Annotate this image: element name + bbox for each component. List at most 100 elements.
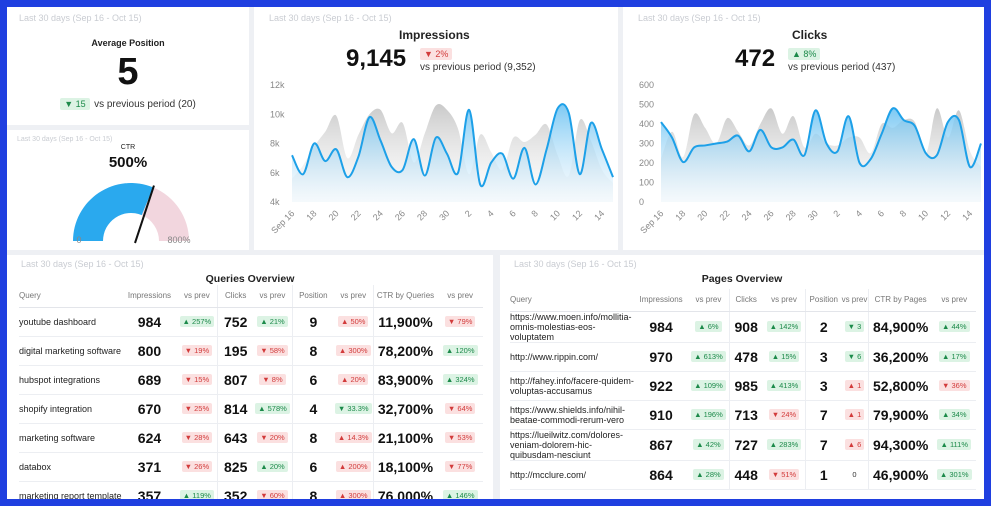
column-header[interactable]: vs prev	[176, 285, 218, 308]
clicks-delta-cell: ▼ 8%	[253, 365, 293, 395]
row-label: marketing software	[19, 423, 123, 453]
table-row[interactable]: hubspot integrations 689 ▼ 15% 807 ▼ 8% 6 ▲ 20…	[19, 365, 483, 395]
position-delta-cell: ▲ 1	[841, 400, 869, 430]
ctr-delta-cell: ▼ 77%	[437, 452, 483, 482]
column-header[interactable]: vs prev	[253, 285, 293, 308]
table-row[interactable]: shopify integration 670 ▼ 25% 814 ▲ 578% 4 ▼ 3…	[19, 394, 483, 424]
clicks-delta-cell: ▲ 578%	[253, 394, 293, 424]
y-tick-label: 4k	[270, 197, 280, 207]
table-header-row: Query Impressions vs prev Clicks vs prev Posi…	[19, 285, 483, 308]
column-header[interactable]: Impressions	[122, 285, 177, 308]
position-delta: ▲ 20%	[337, 374, 369, 385]
column-header[interactable]: vs prev	[841, 289, 869, 312]
delta-badge: ▼ 15	[60, 98, 90, 110]
position-delta: 0	[852, 470, 857, 479]
column-header[interactable]: vs prev	[437, 285, 483, 308]
x-tick-label: 26	[762, 208, 776, 222]
row-label: https://www.moen.info/mollitia-omnis-mol…	[510, 311, 635, 343]
ctr-delta: ▲ 301%	[936, 469, 972, 480]
period-label: Last 30 days (Sep 16 - Oct 15)	[638, 13, 761, 23]
period-label: Last 30 days (Sep 16 - Oct 15)	[269, 13, 392, 23]
clicks-delta: ▼ 58%	[257, 345, 288, 356]
table-title: Queries Overview	[205, 273, 295, 285]
card-title: Clicks	[792, 28, 828, 42]
ctr-value: 11,900%	[372, 307, 438, 337]
ctr-value: 52,800%	[867, 371, 933, 401]
column-header[interactable]: Clicks	[728, 289, 763, 312]
impressions-value: 922	[634, 371, 688, 401]
column-header[interactable]: Impressions	[634, 289, 688, 312]
table-row[interactable]: databox 371 ▼ 26% 825 ▲ 20% 6 ▲ 200% 18,100% ▼ 7…	[19, 452, 483, 482]
clicks-delta: ▲ 283%	[766, 439, 802, 450]
row-label: digital marketing software	[19, 336, 123, 366]
table-row[interactable]: http://fahey.info/facere-quidem-voluptas…	[510, 371, 976, 401]
impressions-delta: ▲ 119%	[179, 490, 214, 499]
clicks-delta: ▼ 20%	[257, 432, 288, 443]
column-header[interactable]: Query	[19, 285, 123, 308]
ctr-value: 46,900%	[867, 460, 933, 490]
table-row[interactable]: https://www.moen.info/mollitia-omnis-mol…	[510, 311, 976, 343]
clicks-value: 472	[735, 45, 776, 72]
table-row[interactable]: http://mcclure.com/864 ▲ 28% 448 ▼ 51% 1 0 46,…	[510, 460, 976, 490]
clicks-value: 448	[728, 460, 763, 490]
position-value: 3	[805, 342, 842, 372]
position-delta-cell: ▼ 3	[841, 311, 869, 343]
y-tick-label: 300	[639, 139, 654, 149]
vs-previous-text: vs previous period (20)	[94, 99, 196, 110]
position-delta: ▼ 6	[844, 351, 865, 362]
table-row[interactable]: marketing software 624 ▼ 28% 643 ▼ 20% 8 ▲ 14.…	[19, 423, 483, 453]
row-label: https://www.shields.info/nihil-beatae-co…	[510, 400, 635, 430]
queries-overview-card: Last 30 days (Sep 16 - Oct 15) Queries O…	[7, 255, 493, 499]
y-tick-label: 600	[639, 80, 654, 90]
table-row[interactable]: https://www.shields.info/nihil-beatae-co…	[510, 400, 976, 430]
impressions-delta: ▲ 6%	[695, 321, 722, 332]
impressions-value: 864	[634, 460, 688, 490]
gauge-max-label: 800%	[167, 235, 190, 245]
position-value: 1	[805, 460, 842, 490]
clicks-delta-cell: ▲ 20%	[253, 452, 293, 482]
position-delta: ▲ 1	[844, 409, 865, 420]
x-tick-label: 10	[548, 208, 562, 222]
row-label: http://www.rippin.com/	[510, 342, 635, 372]
clicks-value: 195	[217, 336, 254, 366]
column-header[interactable]: CTR by Queries	[372, 285, 438, 308]
impressions-delta-cell: ▼ 15%	[176, 365, 218, 395]
table-row[interactable]: youtube dashboard 984 ▲ 257% 752 ▲ 21% 9 ▲ 50%…	[19, 307, 483, 337]
y-tick-label: 400	[639, 119, 654, 129]
impressions-delta-cell: ▲ 196%	[687, 400, 730, 430]
period-label: Last 30 days (Sep 16 - Oct 15)	[17, 136, 113, 143]
x-tick-label: 24	[740, 208, 754, 222]
ctr-value: 83,900%	[372, 365, 438, 395]
column-header[interactable]: Position	[291, 285, 334, 308]
x-tick-label: 2	[831, 208, 842, 219]
y-tick-label: 8k	[270, 139, 280, 149]
row-label: http://fahey.info/facere-quidem-voluptas…	[510, 371, 635, 401]
ctr-delta-cell: ▲ 17%	[932, 342, 976, 372]
ctr-delta: ▲ 146%	[442, 490, 478, 499]
clicks-delta: ▼ 8%	[259, 374, 286, 385]
impressions-value: 371	[122, 452, 177, 482]
table-row[interactable]: http://www.rippin.com/970 ▲ 613% 478 ▲ 15% 3…	[510, 342, 976, 372]
position-delta-cell: ▲ 20%	[333, 365, 374, 395]
position-delta: ▲ 300%	[335, 345, 371, 356]
impressions-delta-cell: ▲ 257%	[176, 307, 218, 337]
table-row[interactable]: digital marketing software 800 ▼ 19% 195 ▼ 5…	[19, 336, 483, 366]
position-delta: ▲ 1	[844, 380, 865, 391]
column-header[interactable]: vs prev	[333, 285, 374, 308]
table-row[interactable]: https://lueilwitz.com/dolores-veniam-dol…	[510, 429, 976, 461]
column-header[interactable]: Position	[805, 289, 842, 312]
column-header[interactable]: CTR by Pages	[867, 289, 933, 312]
column-header[interactable]: Clicks	[217, 285, 254, 308]
position-value: 6	[291, 452, 334, 482]
table-row[interactable]: marketing report template 357 ▲ 119% 352 ▼ 6…	[19, 481, 483, 499]
ctr-delta-cell: ▼ 79%	[437, 307, 483, 337]
card-title: Average Position	[91, 38, 165, 48]
position-delta: ▲ 14.3%	[334, 432, 372, 443]
ctr-value: 76,000%	[372, 481, 438, 499]
column-header[interactable]: vs prev	[762, 289, 806, 312]
column-header[interactable]: vs prev	[687, 289, 730, 312]
column-header[interactable]: Query	[510, 289, 635, 312]
x-tick-label: 20	[327, 208, 341, 222]
column-header[interactable]: vs prev	[932, 289, 976, 312]
